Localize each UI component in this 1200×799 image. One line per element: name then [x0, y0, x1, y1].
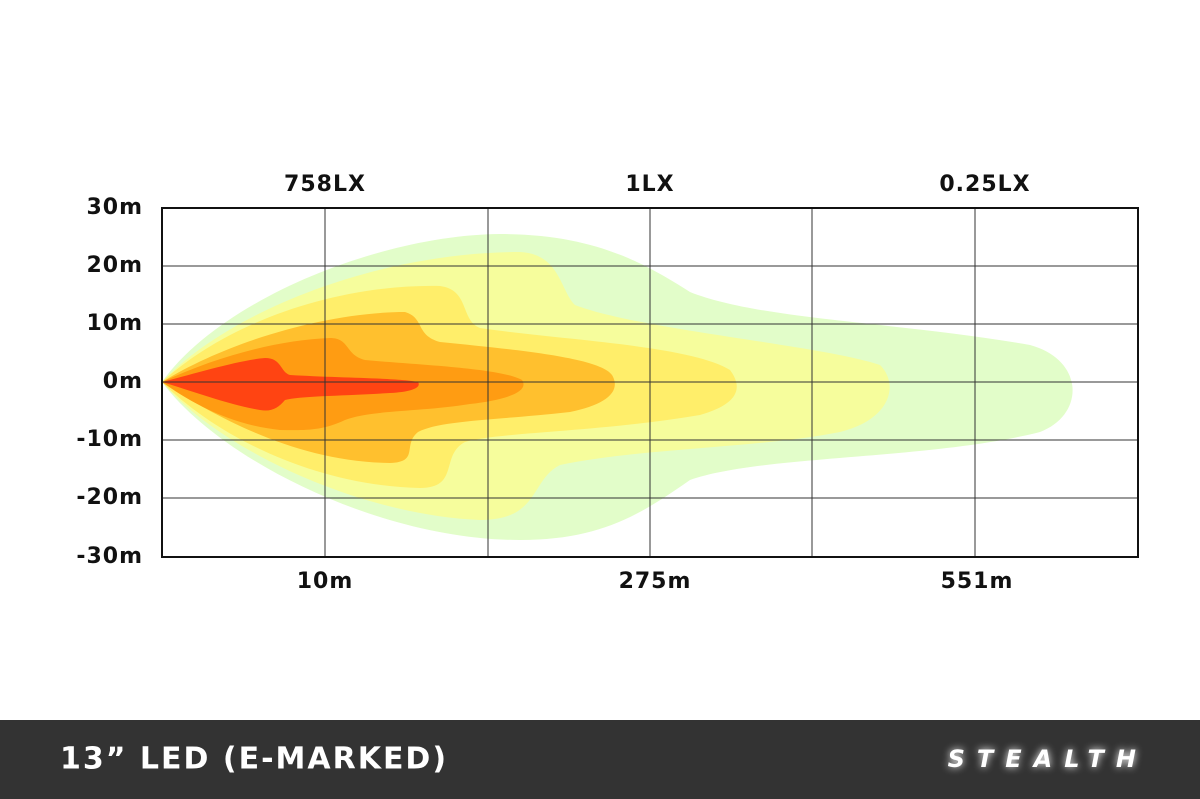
grid [161, 207, 1139, 558]
plot-frame [161, 207, 1139, 558]
y-label: 30m [86, 195, 143, 220]
top-label: 758LX [284, 172, 366, 197]
footer-bar [0, 720, 1200, 799]
product-title: 13” LED (E-MARKED) [60, 742, 448, 777]
top-label: 1LX [625, 172, 674, 197]
y-label: -30m [76, 544, 143, 569]
y-label: -20m [76, 485, 143, 510]
footer: 13” LED (E-MARKED) STEALTH [0, 720, 1200, 799]
labels: 758LX 1LX 0.25LX 30m 20m 10m 0m -10m -20… [76, 172, 1030, 594]
x-label: 551m [941, 569, 1014, 594]
y-label: 10m [86, 311, 143, 336]
x-label: 10m [297, 569, 354, 594]
beam-pattern [162, 234, 1073, 540]
top-label: 0.25LX [939, 172, 1030, 197]
brand: STEALTH [948, 745, 1148, 773]
zone-758lx [162, 358, 419, 411]
y-label: 20m [86, 253, 143, 278]
x-label: 275m [619, 569, 692, 594]
y-label: -10m [76, 427, 143, 452]
y-label: 0m [103, 369, 143, 394]
